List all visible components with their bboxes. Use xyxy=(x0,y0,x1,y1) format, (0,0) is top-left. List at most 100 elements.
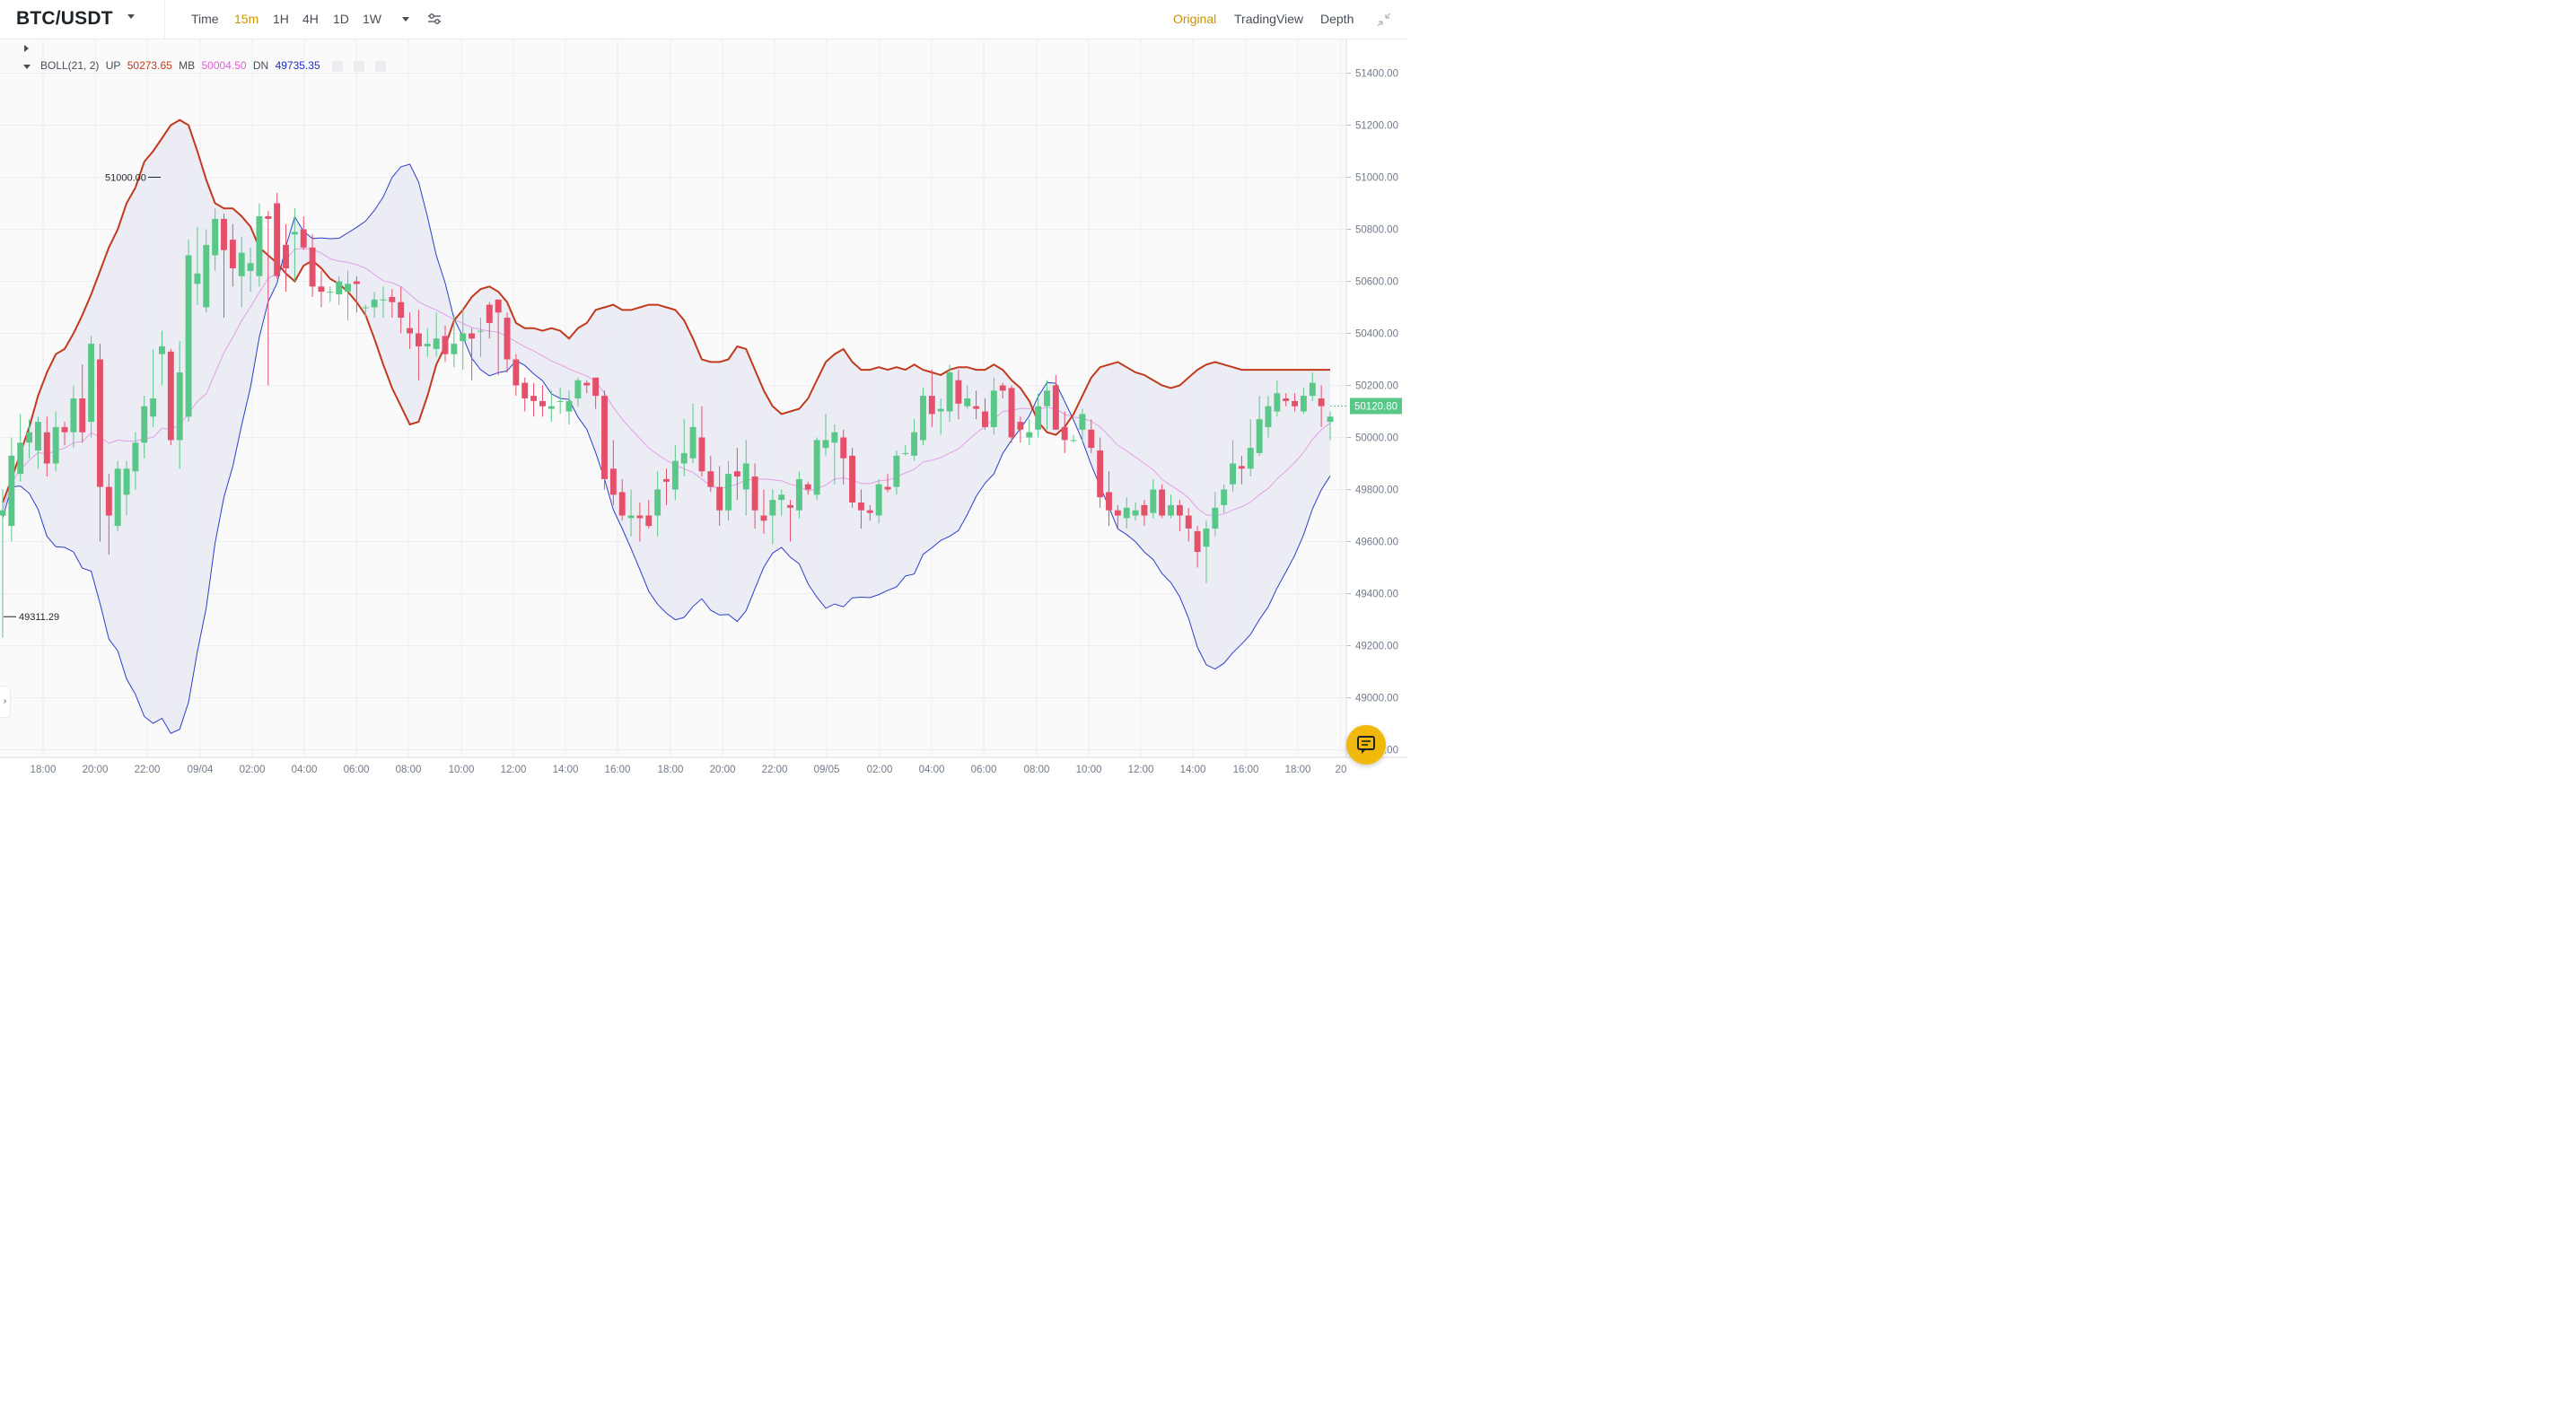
candle-up xyxy=(185,255,192,417)
candle-up xyxy=(556,400,564,402)
candle-up xyxy=(1212,507,1219,529)
candle-up xyxy=(813,440,820,495)
x-tick-label: 10:00 xyxy=(1076,765,1102,775)
candle-down xyxy=(309,247,316,287)
collapse-icon[interactable] xyxy=(1375,11,1393,29)
candle-down xyxy=(442,336,449,354)
candle-down xyxy=(79,398,86,433)
gear-icon[interactable] xyxy=(353,60,364,72)
y-tick-label: 49000.00 xyxy=(1355,694,1398,704)
candle-up xyxy=(911,432,918,456)
y-tick-label: 49800.00 xyxy=(1355,485,1398,496)
collapse-indicator-icon[interactable] xyxy=(23,65,31,69)
y-tick-label: 50400.00 xyxy=(1355,329,1398,340)
tab-1w[interactable]: 1W xyxy=(363,12,381,26)
candle-down xyxy=(530,396,538,401)
candle-up xyxy=(769,500,776,516)
candle-up xyxy=(238,252,245,276)
y-tick-label: 51400.00 xyxy=(1355,69,1398,80)
candle-up xyxy=(795,478,802,511)
boll-dn-value: 49735.35 xyxy=(275,59,320,72)
view-tradingview[interactable]: TradingView xyxy=(1234,12,1304,26)
candle-up xyxy=(893,455,900,487)
candle-up xyxy=(725,474,732,511)
boll-dn-label: DN xyxy=(252,59,269,72)
settings-sliders-icon[interactable] xyxy=(427,13,442,25)
boll-name: BOLL(21, 2) xyxy=(40,59,100,72)
candle-down xyxy=(804,484,811,490)
x-tick-label: 16:00 xyxy=(1233,765,1259,775)
expand-indicators-icon[interactable] xyxy=(24,45,29,52)
x-tick-label: 18:00 xyxy=(1285,765,1311,775)
candle-down xyxy=(1114,510,1121,516)
tab-4h[interactable]: 4H xyxy=(302,12,319,26)
candle-down xyxy=(61,426,68,433)
candle-down xyxy=(1159,489,1166,516)
candle-down xyxy=(1141,504,1148,516)
view-depth[interactable]: Depth xyxy=(1320,12,1354,26)
tab-time[interactable]: Time xyxy=(191,12,219,26)
close-icon[interactable] xyxy=(374,60,386,72)
y-tick-label: 50600.00 xyxy=(1355,277,1398,288)
candle-down xyxy=(1052,385,1059,430)
candle-down xyxy=(698,437,705,472)
x-tick-label: 18:00 xyxy=(658,765,684,775)
candle-down xyxy=(866,510,873,513)
candle-up xyxy=(371,299,378,308)
tab-1d[interactable]: 1D xyxy=(333,12,349,26)
candle-up xyxy=(1256,419,1263,453)
candle-down xyxy=(928,396,935,415)
chat-icon xyxy=(1357,736,1375,754)
tab-15m[interactable]: 15m xyxy=(234,12,259,26)
x-tick-label: 10:00 xyxy=(449,765,475,775)
candle-down xyxy=(300,229,307,248)
candle-down xyxy=(1185,515,1192,529)
price-chart[interactable]: 51400.00 51200.00 51000.00 50800.00 50600.00… xyxy=(0,39,1407,779)
candle-down xyxy=(982,411,988,427)
boll-up-value: 50273.65 xyxy=(127,59,172,72)
candle-down xyxy=(43,432,50,464)
candle-down xyxy=(167,351,174,441)
x-tick-label: 04:00 xyxy=(919,765,945,775)
pair-title[interactable]: BTC/USDT xyxy=(16,8,113,29)
candle-up xyxy=(1168,504,1174,516)
candle-down xyxy=(389,296,396,302)
candle-down xyxy=(407,328,414,334)
y-tick-label: 50800.00 xyxy=(1355,225,1398,236)
boll-legend: BOLL(21, 2) UP 50273.65 MB 50004.50 DN 4… xyxy=(40,59,390,72)
candle-up xyxy=(380,299,387,301)
candle-up xyxy=(831,432,838,443)
tab-1h[interactable]: 1H xyxy=(273,12,289,26)
candle-down xyxy=(1194,530,1201,553)
candle-up xyxy=(1221,489,1228,505)
candle-up xyxy=(627,515,635,519)
x-tick-label: 14:00 xyxy=(1180,765,1206,775)
candle-down xyxy=(751,476,758,511)
x-tick-label: 06:00 xyxy=(344,765,370,775)
view-original[interactable]: Original xyxy=(1173,12,1217,26)
candle-up xyxy=(1309,382,1316,397)
candle-up xyxy=(1070,440,1077,441)
candle-up xyxy=(362,307,369,309)
candle-up xyxy=(159,346,165,354)
bollinger-fill xyxy=(3,119,1330,734)
x-tick-label: 22:00 xyxy=(135,765,161,775)
candle-down xyxy=(1017,422,1024,430)
candle-down xyxy=(663,478,670,482)
candle-up xyxy=(150,398,157,417)
chat-button[interactable] xyxy=(1346,725,1386,765)
more-timeframes-icon[interactable] xyxy=(402,17,409,22)
candle-down xyxy=(707,471,714,487)
candle-down xyxy=(840,437,847,459)
candle-down xyxy=(973,406,980,409)
candle-down xyxy=(583,382,591,386)
candle-down xyxy=(1097,450,1104,498)
candle-up xyxy=(1203,529,1210,547)
x-tick-label: 20:00 xyxy=(710,765,736,775)
side-panel-toggle[interactable]: › xyxy=(0,686,11,718)
candle-down xyxy=(1088,429,1095,449)
eye-icon[interactable] xyxy=(331,60,343,72)
pair-dropdown-icon[interactable] xyxy=(127,14,135,19)
x-tick-label: 20:00 xyxy=(83,765,109,775)
candle-up xyxy=(17,442,24,475)
